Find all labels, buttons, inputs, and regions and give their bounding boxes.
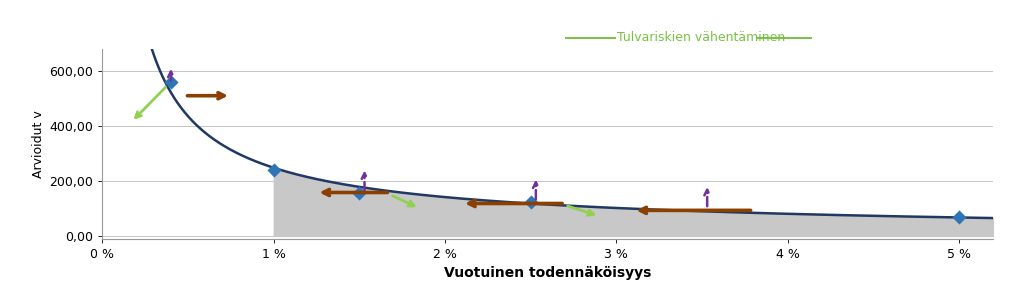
Point	[522, 199, 539, 204]
Y-axis label: Arvioidut v: Arvioidut v	[33, 110, 45, 178]
Text: Tulvariskien vähentäminen: Tulvariskien vähentäminen	[617, 31, 785, 44]
Point	[163, 80, 179, 84]
X-axis label: Vuotuinen todennäköisyys: Vuotuinen todennäköisyys	[444, 266, 651, 280]
Point	[265, 167, 282, 172]
Point	[351, 191, 368, 196]
Point	[951, 214, 968, 219]
